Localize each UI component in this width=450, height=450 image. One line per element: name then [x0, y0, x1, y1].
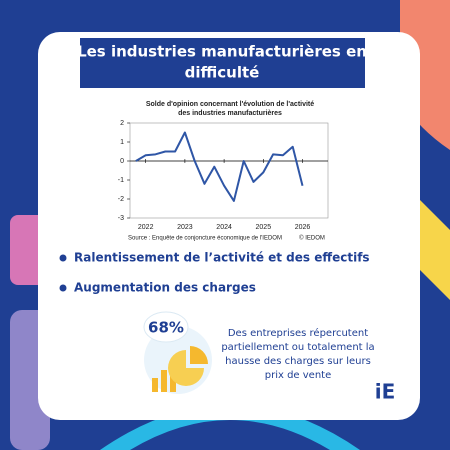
stat-text: Des entreprises répercutent: [228, 327, 368, 339]
logo: iE: [375, 380, 396, 404]
chart-title: Solde d'opinion concernant l'évolution d…: [146, 101, 314, 108]
y-tick-label: 0: [120, 158, 124, 165]
y-tick-label: -3: [118, 215, 124, 222]
x-tick-label: 2023: [177, 224, 193, 231]
chart-credit: © IEDOM: [299, 235, 325, 242]
y-tick-label: -2: [118, 196, 124, 203]
x-tick-label: 2025: [256, 224, 272, 231]
y-tick-label: 1: [120, 139, 124, 146]
x-tick-label: 2024: [216, 224, 232, 231]
x-tick-label: 2022: [138, 224, 154, 231]
chart-title: des industries manufacturières: [178, 110, 282, 117]
stat-text: prix de vente: [265, 370, 332, 381]
chart-source: Source : Enquête de conjoncture économiq…: [128, 236, 282, 242]
bullet-dot: [59, 284, 67, 292]
chart-icon: [152, 346, 208, 392]
decor-yellow: [420, 200, 450, 300]
plot-frame: [129, 122, 329, 219]
stat-bubble: [143, 311, 189, 343]
bullet: Ralentissement de l’activité et des effe…: [74, 251, 370, 265]
bullet-dot: [59, 254, 67, 262]
stat-text: hausse des charges sur leurs: [225, 356, 371, 367]
title-box: [80, 38, 365, 88]
stat-value: 68%: [148, 319, 184, 337]
stat-text: partiellement ou totalement la: [221, 342, 374, 353]
title: Les industries manufacturières en: [77, 43, 367, 61]
data-line: [135, 131, 304, 202]
x-tick-label: 2026: [295, 224, 311, 231]
y-tick-label: 2: [120, 120, 124, 127]
bullet: Augmentation des charges: [74, 281, 256, 295]
card: [38, 32, 420, 420]
title: difficulté: [185, 64, 260, 82]
y-tick-label: -1: [118, 177, 124, 184]
